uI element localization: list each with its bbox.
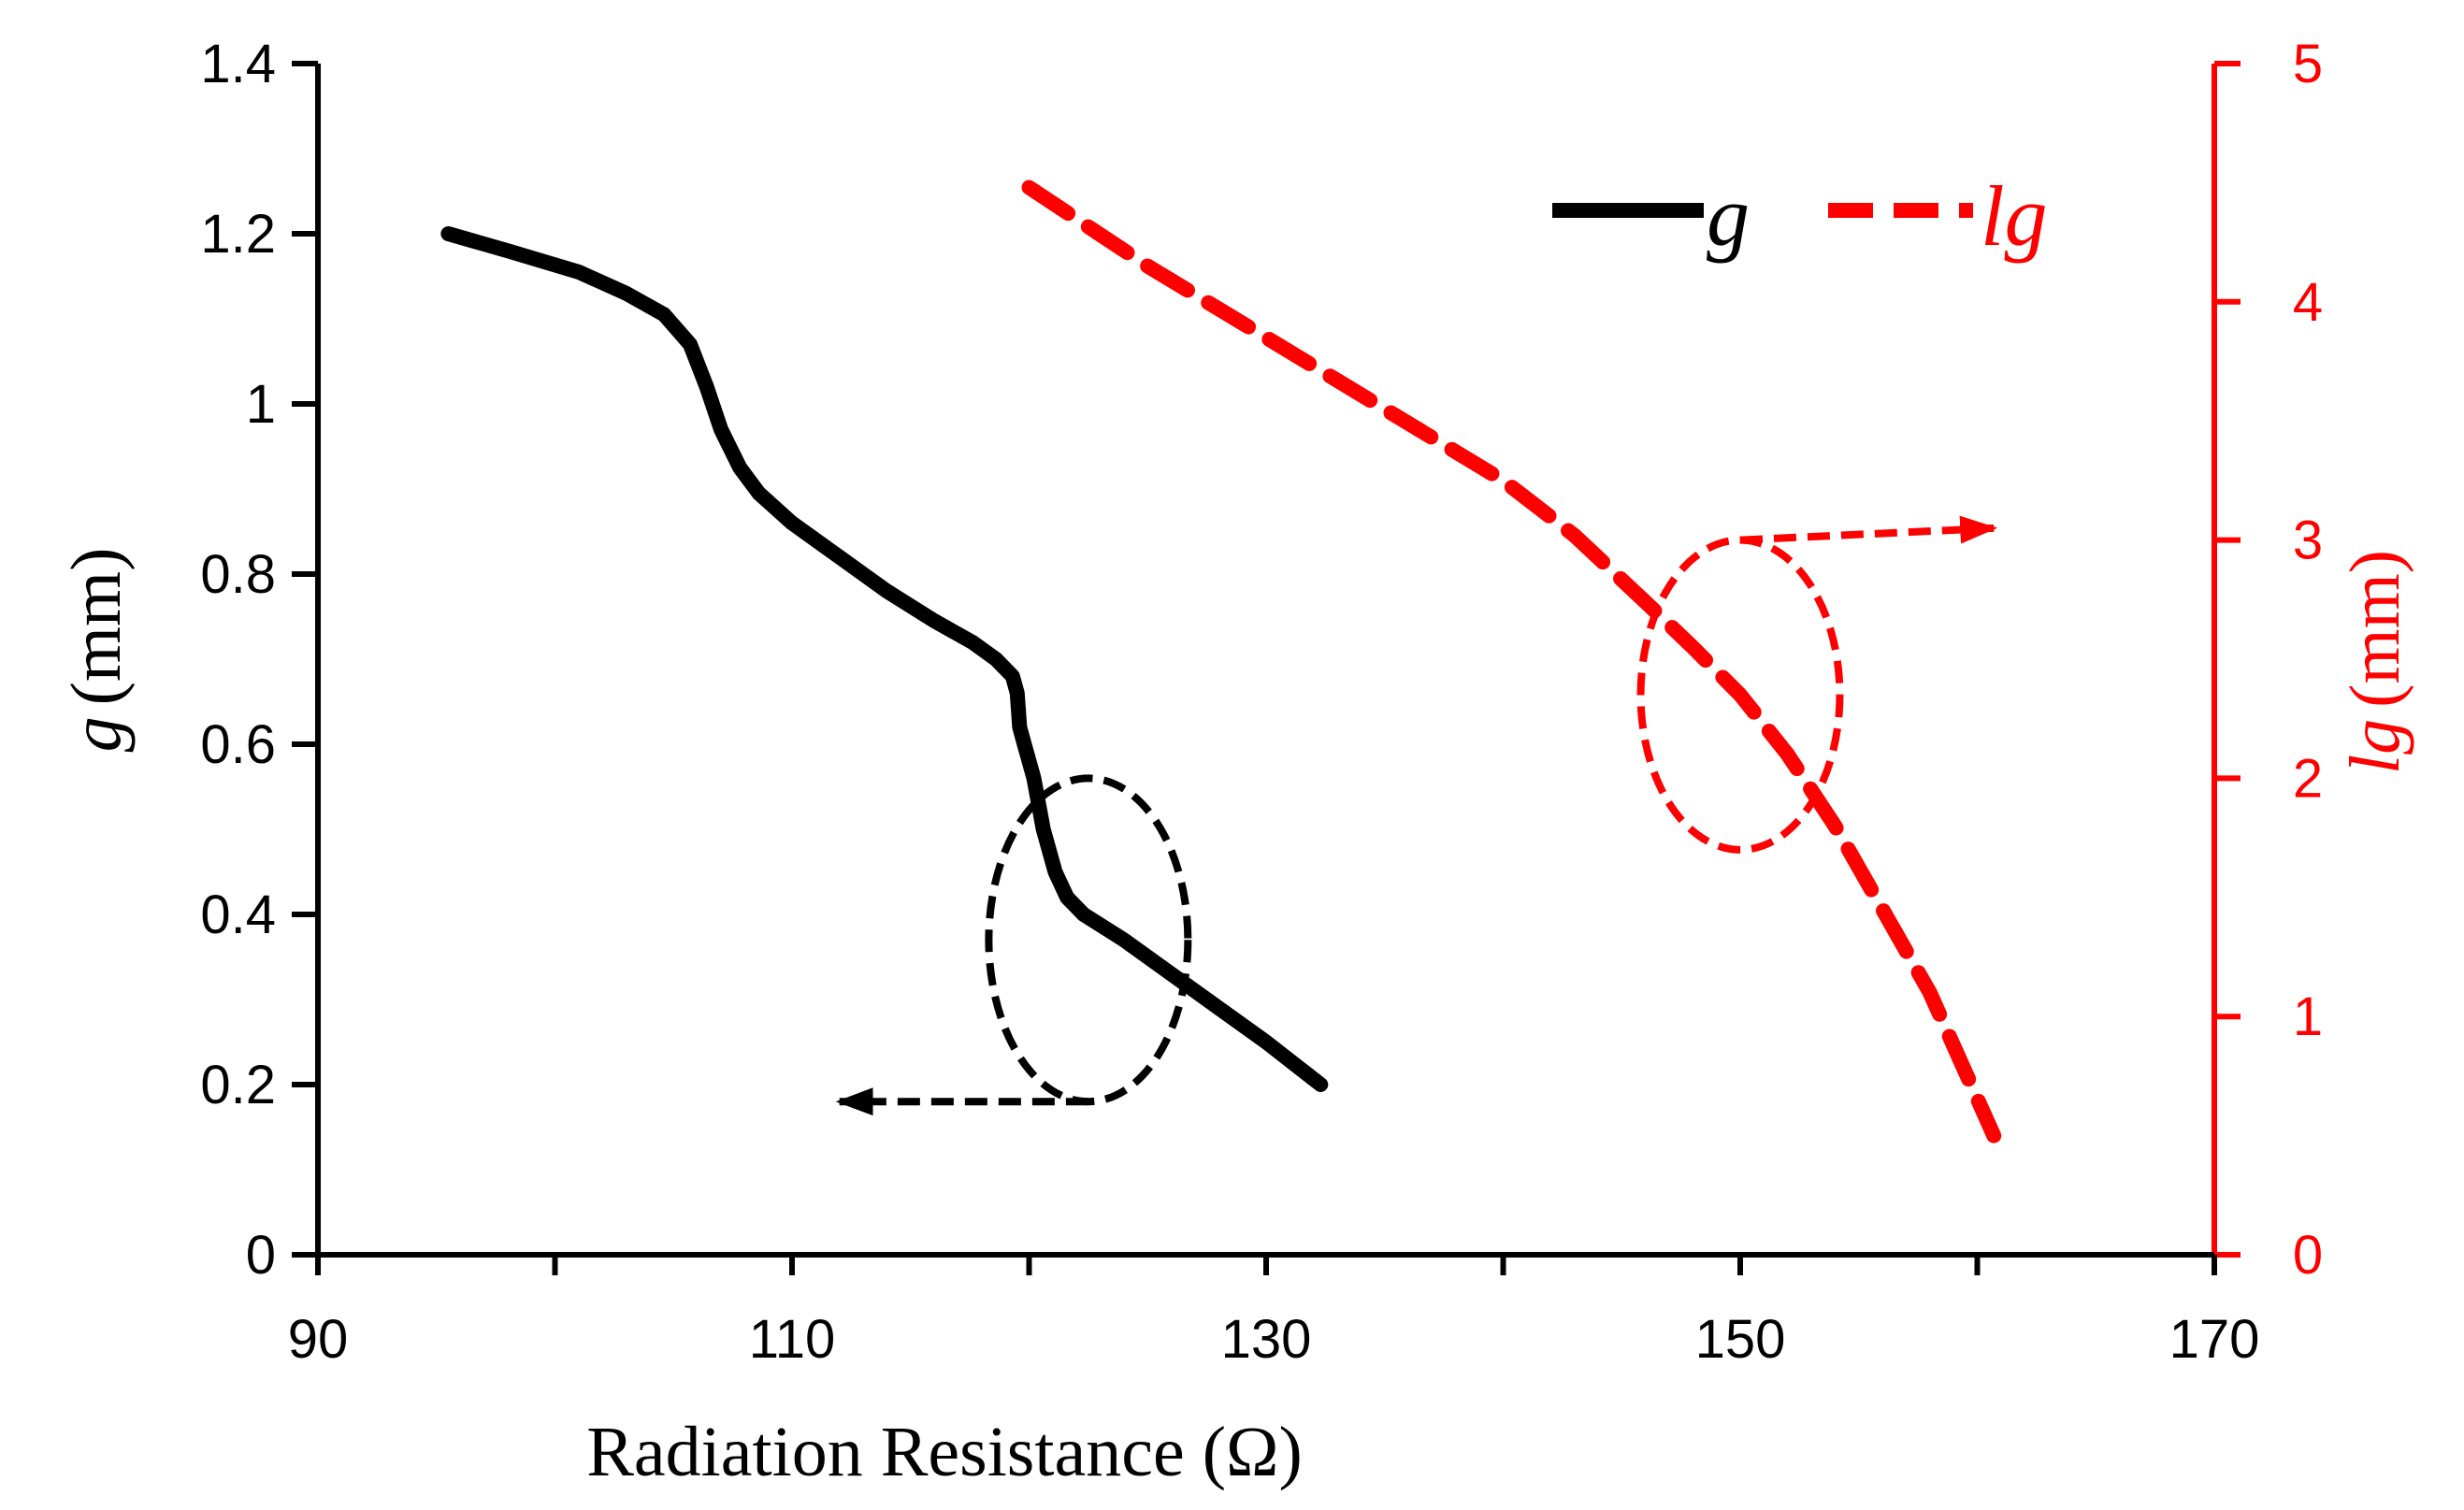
x-axis-label: Radiation Resistance (Ω) — [586, 1413, 1303, 1491]
right-y-tick-label: 0 — [2293, 1225, 2323, 1286]
annotation-ellipse-g — [985, 774, 1192, 1106]
right-y-axis-label: lg (mm) — [2336, 550, 2414, 774]
right-y-tick-label: 3 — [2293, 511, 2323, 571]
left-y-tick-label: 0.2 — [200, 1055, 276, 1115]
right-y-axis-symbol: lg — [2336, 719, 2414, 774]
x-tick-label: 110 — [749, 1309, 835, 1370]
legend-label-lg: lg — [1981, 168, 2048, 264]
right-y-tick-label: 2 — [2293, 748, 2323, 809]
x-tick-label: 130 — [1221, 1309, 1312, 1370]
left-y-tick-label: 0.6 — [200, 714, 276, 775]
x-axis: 90 110 130 150 170 — [288, 1252, 2260, 1370]
left-y-axis-label: g (mm) — [57, 548, 136, 753]
left-y-tick-label: 0 — [246, 1225, 276, 1286]
right-y-tick-label: 4 — [2293, 272, 2323, 333]
right-y-tick-label: 5 — [2293, 34, 2323, 94]
left-y-axis: 0 0.2 0.4 0.6 0.8 1 1.2 1.4 — [200, 34, 321, 1286]
x-tick-label: 170 — [2169, 1309, 2260, 1370]
annotations — [835, 515, 1998, 1116]
series-line-g — [440, 226, 1329, 1092]
left-y-axis-symbol: g — [57, 716, 136, 752]
legend-label-g: g — [1707, 168, 1750, 264]
left-y-tick-label: 0.4 — [200, 884, 276, 945]
right-y-axis: 0 1 2 3 4 5 — [2212, 34, 2323, 1286]
x-tick-label: 90 — [288, 1309, 349, 1370]
series-line-lg — [1021, 180, 2002, 1143]
series-layer — [440, 180, 2002, 1143]
x-tick-label: 150 — [1695, 1309, 1786, 1370]
left-y-axis-unit: (mm) — [57, 548, 136, 706]
left-y-tick-label: 1 — [246, 374, 276, 435]
right-y-tick-label: 1 — [2293, 986, 2323, 1047]
left-y-tick-label: 1.2 — [200, 204, 276, 265]
legend: g lg — [1552, 168, 2048, 264]
right-y-axis-unit: (mm) — [2336, 550, 2414, 708]
left-y-tick-label: 0.8 — [200, 544, 276, 605]
left-y-tick-label: 1.4 — [200, 34, 276, 94]
annotation-arrow-lg — [1739, 515, 1998, 544]
